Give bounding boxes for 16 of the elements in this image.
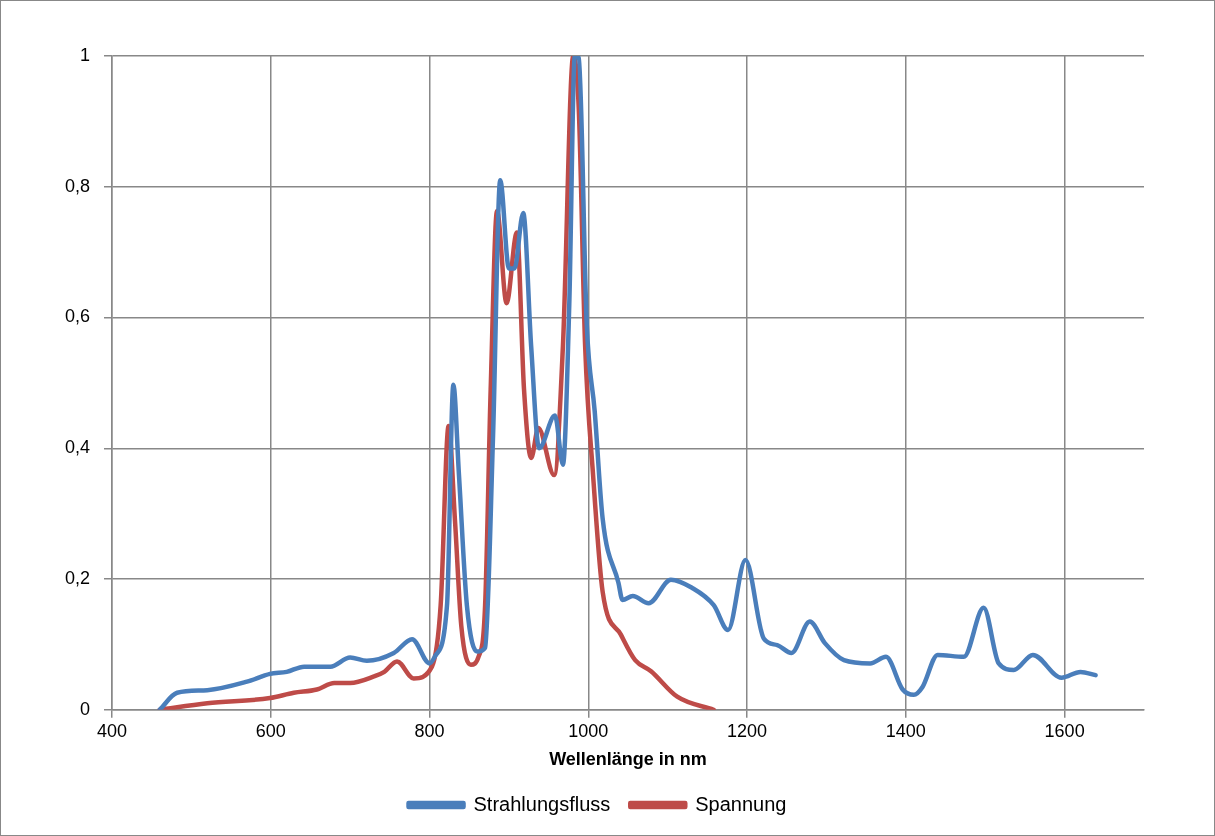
x-tick-label: 1200 [727, 720, 768, 741]
y-tick-label: 0,2 [64, 568, 91, 589]
x-tick-label: 400 [97, 720, 128, 741]
x-tick-label: 800 [414, 720, 445, 741]
y-tick-label: 0 [80, 698, 91, 719]
x-tick-label: 1600 [1044, 720, 1085, 741]
y-tick-label: 0,4 [64, 437, 91, 458]
legend-label: Strahlungsfluss [473, 792, 611, 815]
x-tick-label: 1400 [885, 720, 926, 741]
y-tick-label: 0,6 [64, 306, 91, 327]
legend-label: Spannung [695, 792, 787, 815]
y-tick-label: 0,8 [64, 175, 91, 196]
x-tick-label: 600 [255, 720, 286, 741]
x-axis-title: Wellenlänge in nm [549, 749, 707, 770]
x-tick-label: 1000 [568, 720, 609, 741]
y-tick-label: 1 [80, 44, 91, 65]
